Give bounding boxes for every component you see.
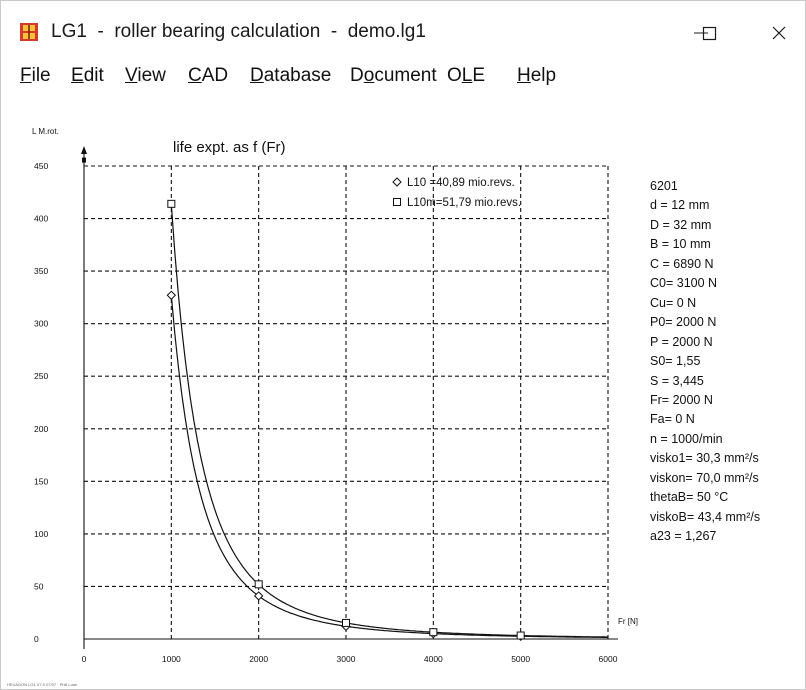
- curve-l10: [170, 295, 608, 638]
- x-tick-label: 2000: [249, 654, 268, 664]
- legend-square-icon: [393, 198, 401, 206]
- bearing-info-line: 6201: [650, 179, 678, 193]
- app-icon: [20, 23, 38, 41]
- legend-label: L10m=51,79 mio.revs.: [407, 197, 521, 209]
- menu-file[interactable]: File: [20, 65, 51, 86]
- legend: L10 =40,89 mio.revs. L10m=51,79 mio.revs.: [392, 177, 521, 209]
- bearing-info-panel: 6201 d = 12 mm D = 32 mm B = 10 mm C = 6890 …: [650, 177, 760, 547]
- bearing-info-line: B = 10 mm: [650, 237, 711, 252]
- bearing-info-line: viskon= 70,0 mm²/s: [650, 470, 759, 485]
- window-title: LG1 - roller bearing calculation - demo.…: [51, 21, 426, 42]
- grid-lines: [84, 165, 609, 639]
- legend-diamond-icon: [392, 177, 402, 187]
- y-axis-arrow: [81, 146, 87, 154]
- bearing-info-line: n = 1000/min: [650, 431, 723, 446]
- menu-database[interactable]: Database: [250, 65, 332, 86]
- bearing-info-line: S = 3,445: [650, 373, 704, 388]
- menu-document[interactable]: Document: [350, 65, 437, 86]
- square-marker: [254, 580, 263, 589]
- y-tick-label: 150: [34, 476, 48, 486]
- chart-title: life expt. as f (Fr): [173, 139, 286, 156]
- bearing-info-line: Cu= 0 N: [650, 295, 697, 310]
- bearing-info-line: C = 6890 N: [650, 256, 714, 271]
- bearing-info-line: Fa= 0 N: [650, 412, 695, 427]
- bearing-info-line: Fr= 2000 N: [650, 392, 713, 407]
- y-tick-label: 100: [34, 529, 48, 539]
- minimize-icon: [694, 32, 708, 34]
- y-tick-label: 200: [34, 424, 48, 434]
- x-tick-label: 0: [82, 654, 87, 664]
- legend-label: L10 =40,89 mio.revs.: [407, 177, 515, 189]
- axis-cap-mark: [82, 157, 86, 163]
- bearing-info-line: C0= 3100 N: [650, 276, 718, 291]
- menu-help[interactable]: Help: [517, 65, 557, 86]
- bearing-info-line: thetaB= 50 °C: [650, 490, 729, 505]
- bearing-info-line: d = 12 mm: [650, 198, 710, 213]
- y-axis-label: L M.rot.: [32, 127, 59, 136]
- x-tick-label: 5000: [511, 654, 530, 664]
- square-marker: [429, 628, 438, 637]
- x-tick-label: 3000: [337, 654, 356, 664]
- y-tick-label: 400: [34, 214, 48, 224]
- menu-view[interactable]: View: [125, 65, 166, 86]
- square-marker: [167, 199, 176, 208]
- footer-note: HEXAGON LG1 V7.0 07/07 · Phill Luan: [7, 682, 78, 687]
- close-icon: [772, 26, 786, 40]
- diamond-marker: [166, 290, 177, 300]
- y-tick-label: 350: [34, 266, 48, 276]
- x-tick-label: 4000: [424, 654, 443, 664]
- menu-bar: File Edit View CAD Database Document OLE Help: [1, 63, 805, 89]
- bearing-info-line: a23 = 1,267: [650, 529, 717, 544]
- square-marker: [342, 618, 350, 627]
- bearing-info-line: P = 2000 N: [650, 334, 713, 349]
- y-tick-label: 0: [34, 634, 39, 644]
- markers: [82, 157, 526, 641]
- x-tick-label: 1000: [162, 654, 181, 664]
- menu-ole[interactable]: OLE: [447, 65, 486, 86]
- bearing-info-line: D = 32 mm: [650, 217, 712, 232]
- bearing-info-line: viskoB= 43,4 mm²/s: [650, 509, 761, 524]
- menu-edit[interactable]: Edit: [71, 65, 104, 86]
- y-tick-label: 250: [34, 371, 48, 381]
- y-tick-label: 300: [34, 319, 48, 329]
- bearing-info-line: S0= 1,55: [650, 354, 701, 369]
- y-tick-label: 450: [34, 161, 48, 171]
- x-tick-label: 6000: [599, 654, 618, 664]
- life-expectancy-chart: 0 50 100 150 200 250 300 350 400 450 0 1000 2000 3000…: [32, 127, 638, 664]
- bearing-info-line: visko1= 30,3 mm²/s: [650, 451, 759, 466]
- diamond-marker: [253, 591, 264, 601]
- close-button[interactable]: [757, 13, 801, 53]
- bearing-info-line: P0= 2000 N: [650, 315, 717, 330]
- curve-l10m: [170, 203, 608, 638]
- menu-cad[interactable]: CAD: [188, 65, 229, 86]
- minimize-button[interactable]: [679, 13, 723, 53]
- y-tick-label: 50: [34, 581, 44, 591]
- axes: [81, 146, 618, 649]
- chart-area: 0 50 100 150 200 250 300 350 400 450 0 1000 2000 3000…: [1, 91, 805, 689]
- square-marker: [516, 631, 525, 640]
- title-bar[interactable]: LG1 - roller bearing calculation - demo.…: [1, 1, 805, 63]
- maximize-icon: [702, 26, 717, 41]
- curves: [170, 203, 608, 638]
- x-axis-label: Fr [N]: [618, 617, 638, 626]
- ticks: 0 50 100 150 200 250 300 350 400 450 0 1000 2000 3000…: [34, 161, 618, 664]
- maximize-button-inner[interactable]: [687, 13, 731, 53]
